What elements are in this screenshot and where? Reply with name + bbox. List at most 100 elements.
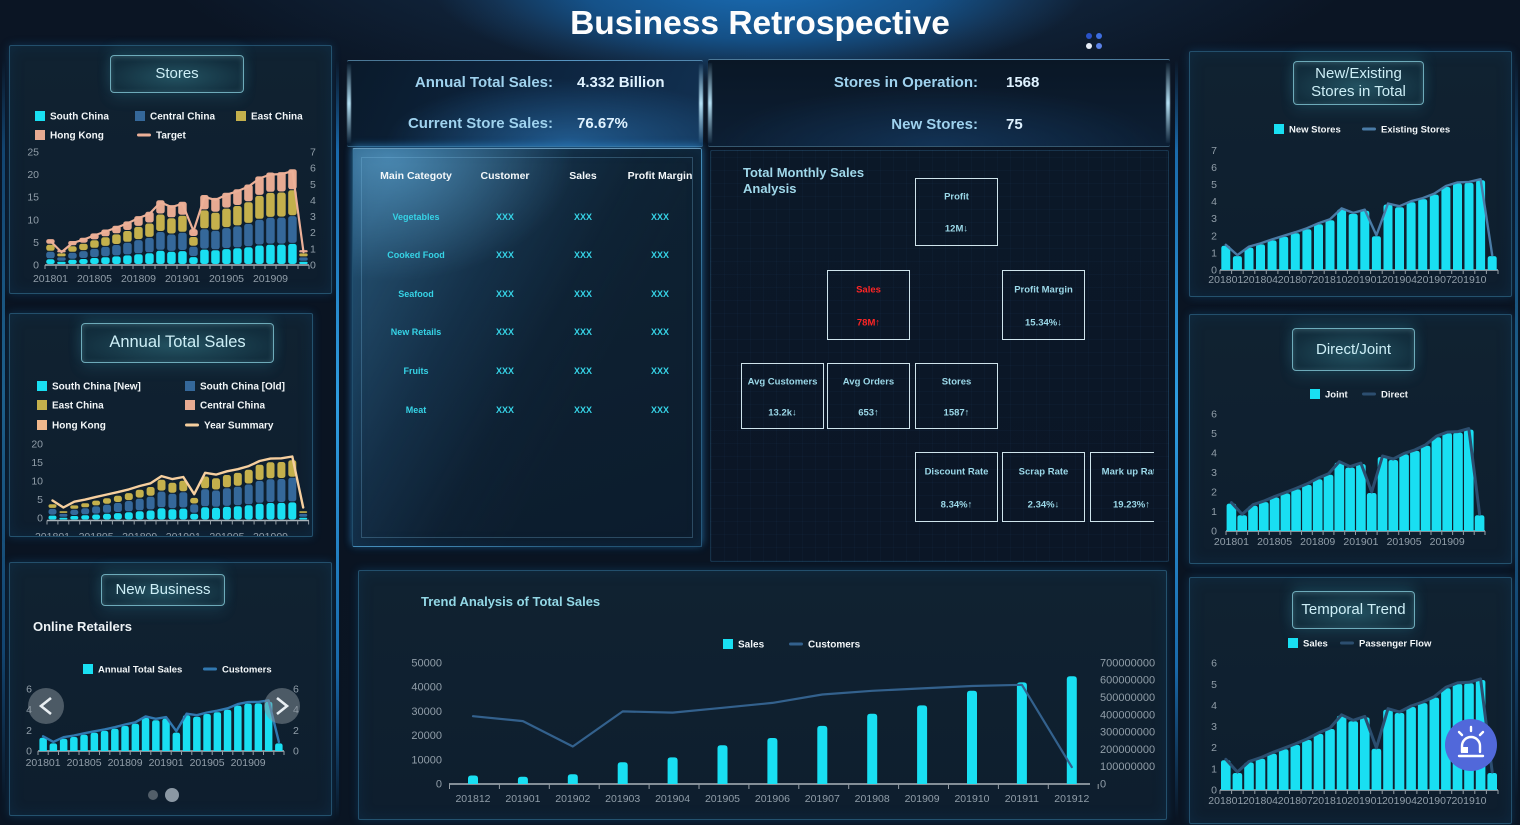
svg-text:50000: 50000 xyxy=(411,658,442,670)
svg-text:20: 20 xyxy=(27,169,39,181)
svg-text:20000: 20000 xyxy=(411,730,442,742)
svg-text:201805: 201805 xyxy=(1257,536,1292,548)
svg-text:Customers: Customers xyxy=(222,664,272,675)
svg-text:300000000: 300000000 xyxy=(1100,727,1155,739)
svg-text:201809: 201809 xyxy=(122,531,157,536)
svg-text:Customers: Customers xyxy=(808,640,861,651)
svg-text:201906: 201906 xyxy=(755,793,790,805)
svg-text:201908: 201908 xyxy=(855,793,890,805)
svg-text:South China [Old]: South China [Old] xyxy=(200,382,285,393)
svg-text:1: 1 xyxy=(1211,506,1217,518)
svg-text:2: 2 xyxy=(1211,230,1217,242)
svg-text:201805: 201805 xyxy=(79,531,114,536)
svg-text:Joint: Joint xyxy=(1325,389,1349,400)
svg-text:201801: 201801 xyxy=(33,273,68,285)
svg-text:Sales: Sales xyxy=(738,640,765,651)
svg-text:Target: Target xyxy=(156,131,186,142)
svg-text:3: 3 xyxy=(1211,721,1217,733)
svg-text:0: 0 xyxy=(37,513,43,525)
svg-text:201804: 201804 xyxy=(1243,795,1278,807)
svg-text:10: 10 xyxy=(31,476,43,488)
svg-text:201907: 201907 xyxy=(805,793,840,805)
svg-text:500000000: 500000000 xyxy=(1100,692,1155,704)
svg-text:40000: 40000 xyxy=(411,682,442,694)
svg-text:3: 3 xyxy=(1211,213,1217,225)
svg-text:201905: 201905 xyxy=(1387,536,1422,548)
svg-text:20: 20 xyxy=(31,439,43,451)
svg-text:Central China: Central China xyxy=(200,401,265,412)
svg-text:201801: 201801 xyxy=(1208,795,1243,807)
svg-text:15: 15 xyxy=(31,457,43,469)
svg-text:201909: 201909 xyxy=(1430,536,1465,548)
svg-text:201901: 201901 xyxy=(1347,274,1382,286)
svg-text:Existing Stores: Existing Stores xyxy=(1381,124,1450,135)
svg-text:1: 1 xyxy=(1211,247,1217,259)
svg-text:700000000: 700000000 xyxy=(1100,657,1155,669)
svg-text:201912: 201912 xyxy=(1054,793,1089,805)
svg-text:201812: 201812 xyxy=(455,793,490,805)
svg-text:3: 3 xyxy=(1211,467,1217,479)
svg-text:201904: 201904 xyxy=(1382,274,1417,286)
svg-text:6: 6 xyxy=(1211,658,1217,670)
svg-text:201909: 201909 xyxy=(231,757,266,769)
svg-text:201904: 201904 xyxy=(655,793,690,805)
svg-text:201801: 201801 xyxy=(26,757,61,769)
svg-text:4: 4 xyxy=(1211,448,1217,460)
svg-text:4: 4 xyxy=(1211,196,1217,208)
svg-text:201902: 201902 xyxy=(555,793,590,805)
svg-text:15: 15 xyxy=(27,192,39,204)
svg-text:Year Summary: Year Summary xyxy=(204,421,274,432)
svg-text:201901: 201901 xyxy=(1343,536,1378,548)
svg-text:0: 0 xyxy=(1211,526,1217,538)
svg-text:201807: 201807 xyxy=(1278,274,1313,286)
svg-text:Hong Kong: Hong Kong xyxy=(52,421,106,432)
svg-text:201910: 201910 xyxy=(1451,274,1486,286)
svg-text:201909: 201909 xyxy=(253,531,288,536)
svg-text:5: 5 xyxy=(1211,679,1217,691)
svg-text:600000000: 600000000 xyxy=(1100,675,1155,687)
svg-text:201810: 201810 xyxy=(1312,795,1347,807)
svg-text:201809: 201809 xyxy=(121,273,156,285)
svg-text:201801: 201801 xyxy=(35,531,70,536)
svg-text:0: 0 xyxy=(310,260,316,272)
svg-text:201909: 201909 xyxy=(905,793,940,805)
svg-text:5: 5 xyxy=(37,494,43,506)
svg-text:201910: 201910 xyxy=(954,793,989,805)
svg-text:Sales: Sales xyxy=(1303,638,1328,649)
svg-text:5: 5 xyxy=(33,237,39,249)
svg-text:201805: 201805 xyxy=(77,273,112,285)
svg-text:30000: 30000 xyxy=(411,706,442,718)
svg-text:7: 7 xyxy=(310,147,316,159)
svg-text:201910: 201910 xyxy=(1451,795,1486,807)
svg-text:5: 5 xyxy=(310,179,316,191)
svg-text:201905: 201905 xyxy=(705,793,740,805)
svg-text:201905: 201905 xyxy=(209,531,244,536)
svg-text:2: 2 xyxy=(26,725,32,737)
svg-text:201905: 201905 xyxy=(190,757,225,769)
svg-text:Annual Total Sales: Annual Total Sales xyxy=(98,664,182,675)
svg-text:6: 6 xyxy=(310,163,316,175)
svg-text:0: 0 xyxy=(1211,265,1217,277)
svg-text:201903: 201903 xyxy=(605,793,640,805)
svg-text:0: 0 xyxy=(1100,779,1106,791)
svg-text:201901: 201901 xyxy=(166,531,201,536)
svg-text:East China: East China xyxy=(251,112,303,123)
svg-text:10: 10 xyxy=(27,214,39,226)
svg-text:6: 6 xyxy=(26,684,32,696)
svg-text:201807: 201807 xyxy=(1278,795,1313,807)
svg-text:4: 4 xyxy=(310,195,316,207)
svg-text:South China [New]: South China [New] xyxy=(52,382,141,393)
svg-text:201809: 201809 xyxy=(108,757,143,769)
svg-text:4: 4 xyxy=(1211,700,1217,712)
svg-text:2: 2 xyxy=(293,725,299,737)
svg-text:201901: 201901 xyxy=(165,273,200,285)
svg-text:Direct: Direct xyxy=(1381,389,1409,400)
svg-text:201909: 201909 xyxy=(253,273,288,285)
svg-text:0: 0 xyxy=(26,746,32,758)
svg-text:East China: East China xyxy=(52,401,104,412)
svg-text:0: 0 xyxy=(436,779,442,791)
svg-text:New Stores: New Stores xyxy=(1289,124,1341,135)
svg-text:201801: 201801 xyxy=(1208,274,1243,286)
svg-text:3: 3 xyxy=(310,211,316,223)
svg-text:6: 6 xyxy=(1211,162,1217,174)
